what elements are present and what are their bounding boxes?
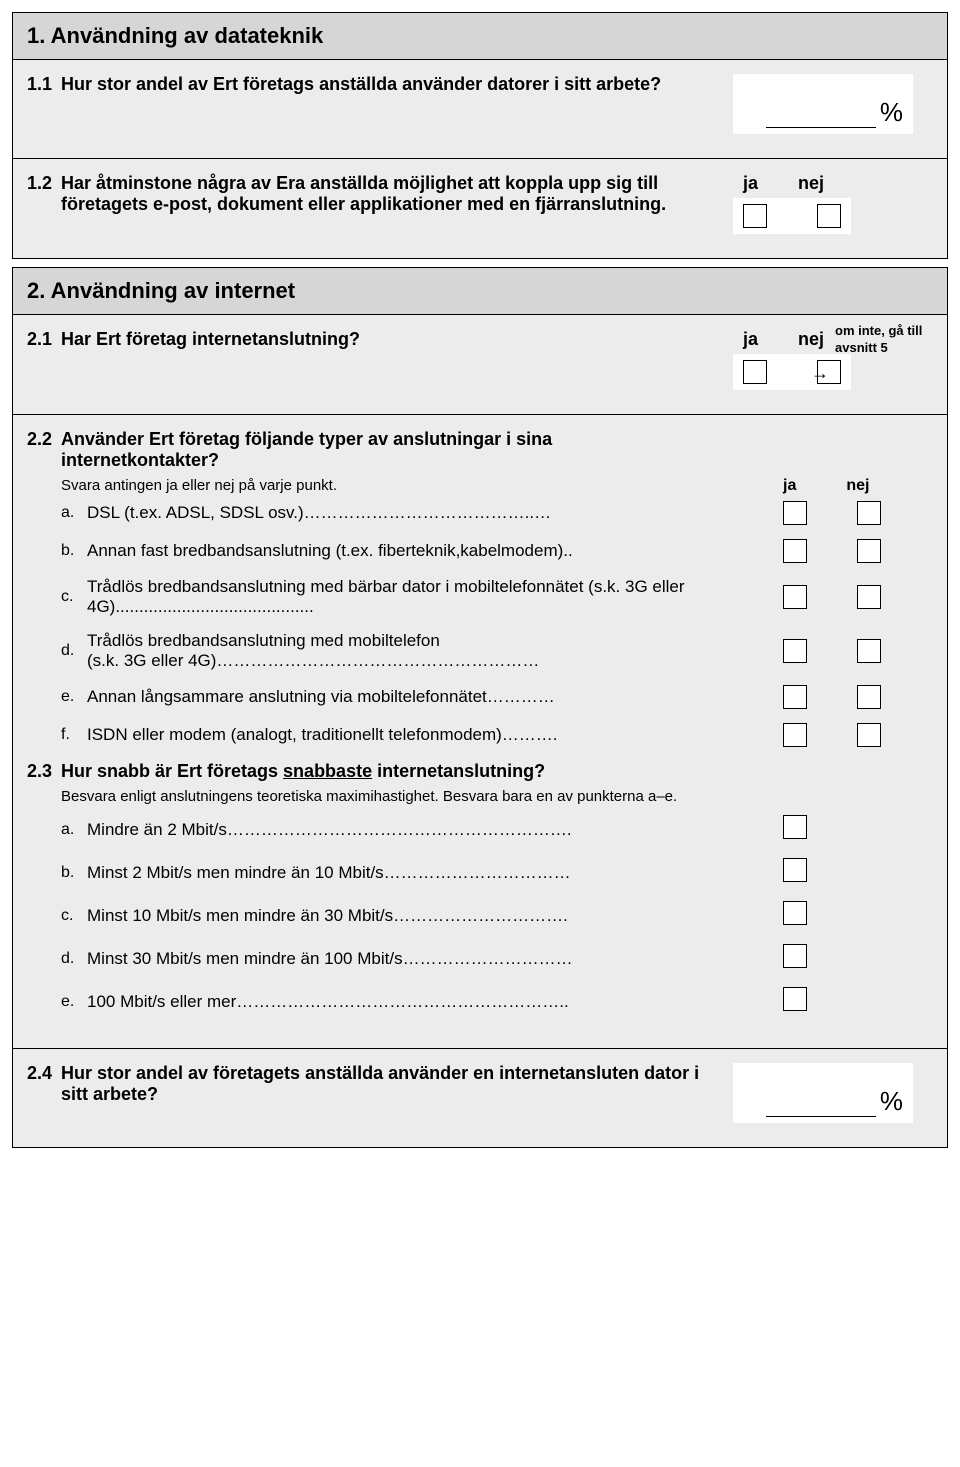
q23d-checkbox[interactable] — [783, 944, 807, 968]
s23-e-text: 100 Mbit/s eller mer………………………………………………….… — [87, 992, 773, 1012]
q23-text: Hur snabb är Ert företags snabbaste inte… — [61, 761, 733, 782]
q22c-nej-checkbox[interactable] — [857, 585, 881, 609]
q12-nej-checkbox[interactable] — [817, 204, 841, 228]
q12-num: 1.2 — [27, 173, 61, 194]
opt-b-text: Annan fast bredbandsanslutning (t.ex. fi… — [87, 541, 773, 561]
section-1-header: 1. Användning av datateknik — [13, 13, 947, 59]
q22b-nej-checkbox[interactable] — [857, 539, 881, 563]
q22-body: 2.2 Använder Ert företag följande typer … — [13, 415, 947, 1048]
opt-a-letter: a. — [61, 504, 87, 522]
s23-b-letter: b. — [61, 864, 87, 882]
q22c-ja-checkbox[interactable] — [783, 585, 807, 609]
nej-label: nej — [798, 329, 824, 350]
q23c-checkbox[interactable] — [783, 901, 807, 925]
s23-c-text: Minst 10 Mbit/s men mindre än 30 Mbit/s…… — [87, 906, 773, 926]
q24-body: 2.4 Hur stor andel av företagets anställ… — [13, 1049, 947, 1147]
percent-sign: % — [880, 97, 903, 128]
q24-num: 2.4 — [27, 1063, 61, 1084]
s23-d-letter: d. — [61, 950, 87, 968]
opt-d-letter: d. — [61, 642, 87, 660]
ja-label: ja — [743, 173, 758, 194]
ja-label: ja — [743, 329, 758, 350]
q24-text: Hur stor andel av företagets anställda a… — [61, 1063, 733, 1105]
q24-percent-input[interactable]: % — [733, 1063, 913, 1123]
q21-body: 2.1 Har Ert företag internetanslutning? … — [13, 315, 947, 414]
q22a-ja-checkbox[interactable] — [783, 501, 807, 525]
q22e-ja-checkbox[interactable] — [783, 685, 807, 709]
q23-underline: snabbaste — [283, 761, 372, 781]
section-1-title: 1. Användning av datateknik — [27, 23, 323, 49]
q22a-nej-checkbox[interactable] — [857, 501, 881, 525]
q22b-ja-checkbox[interactable] — [783, 539, 807, 563]
q22-num: 2.2 — [27, 429, 61, 450]
q22-text: Använder Ert företag följande typer av a… — [61, 429, 733, 471]
q11-text: Hur stor andel av Ert företags anställda… — [61, 74, 733, 95]
q11-body: 1.1 Hur stor andel av Ert företags anstä… — [13, 60, 947, 158]
q21-text: Har Ert företag internetanslutning? — [61, 329, 733, 350]
q11-percent-input[interactable]: % — [733, 74, 913, 134]
opt-b-letter: b. — [61, 542, 87, 560]
ja-label: ja — [783, 477, 796, 495]
q12-ja-checkbox[interactable] — [743, 204, 767, 228]
q12-text: Har åtminstone några av Era anställda mö… — [61, 173, 733, 215]
section-2: 2. Användning av internet 2.1 Har Ert fö… — [12, 267, 948, 1148]
q23e-checkbox[interactable] — [783, 987, 807, 1011]
section-2-header: 2. Användning av internet — [13, 268, 947, 314]
q21-num: 2.1 — [27, 329, 61, 350]
q22-instr: Svara antingen ja eller nej på varje pun… — [61, 477, 773, 494]
opt-f-letter: f. — [61, 726, 87, 744]
s23-a-letter: a. — [61, 821, 87, 839]
q22f-nej-checkbox[interactable] — [857, 723, 881, 747]
q21-ja-checkbox[interactable] — [743, 360, 767, 384]
q23b-checkbox[interactable] — [783, 858, 807, 882]
nej-label: nej — [798, 173, 824, 194]
s23-d-text: Minst 30 Mbit/s men mindre än 100 Mbit/s… — [87, 949, 773, 969]
opt-c-letter: c. — [61, 588, 87, 606]
opt-c-text: Trådlös bredbandsanslutning med bärbar d… — [87, 577, 773, 617]
q21-note: om inte, gå till avsnitt 5 — [835, 323, 925, 357]
s23-b-text: Minst 2 Mbit/s men mindre än 10 Mbit/s……… — [87, 863, 773, 883]
opt-e-letter: e. — [61, 688, 87, 706]
section-1: 1. Användning av datateknik 1.1 Hur stor… — [12, 12, 948, 259]
section-2-title: 2. Användning av internet — [27, 278, 295, 304]
opt-f-text: ISDN eller modem (analogt, traditionellt… — [87, 725, 773, 745]
percent-sign: % — [880, 1086, 903, 1117]
q11-num: 1.1 — [27, 74, 61, 95]
s23-e-letter: e. — [61, 993, 87, 1011]
arrow-icon: → — [811, 363, 829, 384]
q22d-nej-checkbox[interactable] — [857, 639, 881, 663]
opt-a-text: DSL (t.ex. ADSL, SDSL osv.)…………………………………… — [87, 503, 773, 523]
s23-c-letter: c. — [61, 907, 87, 925]
s23-a-text: Mindre än 2 Mbit/s……………………………………………………. — [87, 820, 773, 840]
q22d-ja-checkbox[interactable] — [783, 639, 807, 663]
q22f-ja-checkbox[interactable] — [783, 723, 807, 747]
opt-e-text: Annan långsammare anslutning via mobilte… — [87, 687, 773, 707]
q23a-checkbox[interactable] — [783, 815, 807, 839]
q23-num: 2.3 — [27, 761, 61, 782]
q22e-nej-checkbox[interactable] — [857, 685, 881, 709]
opt-d-text: Trådlös bredbandsanslutning med mobiltel… — [87, 631, 773, 671]
nej-label: nej — [846, 477, 869, 495]
q23-instr: Besvara enligt anslutningens teoretiska … — [61, 788, 933, 805]
q12-body: 1.2 Har åtminstone några av Era anställd… — [13, 159, 947, 258]
